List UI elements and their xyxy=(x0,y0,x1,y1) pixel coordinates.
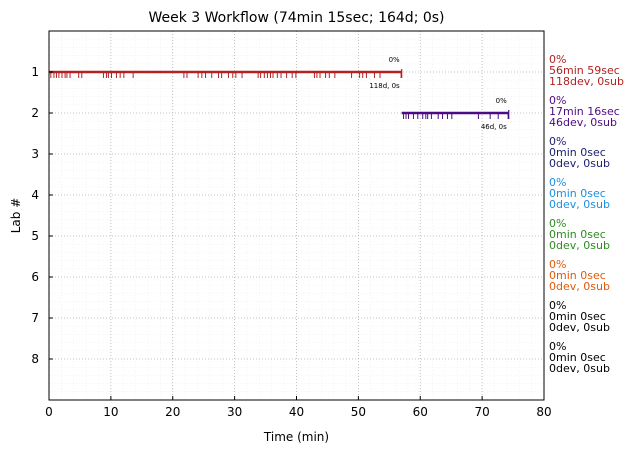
lab-1-summary-line: 56min 59sec xyxy=(549,64,620,77)
lab-3-summary-line: 0% xyxy=(549,135,566,148)
lab-2-summary-line: 17min 16sec xyxy=(549,105,620,118)
lab-7-summary: 0% 0min 0sec 0dev, 0sub xyxy=(549,299,610,334)
lab-2-summary-line: 0% xyxy=(549,94,566,107)
lab-7-summary-line: 0% xyxy=(549,299,566,312)
lab-2-summary-line: 46dev, 0sub xyxy=(549,116,617,129)
lab-6-summary-line: 0dev, 0sub xyxy=(549,280,610,293)
lab-2-bar-percent: 0% xyxy=(496,97,507,105)
y-tick-label: 7 xyxy=(31,311,39,325)
lab-4-summary-line: 0dev, 0sub xyxy=(549,198,610,211)
x-tick-label: 40 xyxy=(289,405,304,419)
grid-layer xyxy=(48,31,545,400)
x-axis-label: Time (min) xyxy=(263,430,329,444)
y-tick-label: 5 xyxy=(31,229,39,243)
lab-7-summary-line: 0dev, 0sub xyxy=(549,321,610,334)
lab-5-summary-line: 0% xyxy=(549,217,566,230)
x-tick-label: 60 xyxy=(413,405,428,419)
plot-frame xyxy=(48,30,545,401)
lab-7-summary-line: 0min 0sec xyxy=(549,310,606,323)
lab-1-summary-line: 118dev, 0sub xyxy=(549,75,624,88)
marks-layer: 0% 118d, 0s 0% 46d, 0s xyxy=(49,56,510,131)
lab-1-bar-percent: 0% xyxy=(389,56,400,64)
lab-8-summary-line: 0dev, 0sub xyxy=(549,362,610,375)
y-tick-label: 2 xyxy=(31,106,39,120)
lab-3-summary-line: 0dev, 0sub xyxy=(549,157,610,170)
lab-1-summary: 0% 56min 59sec 118dev, 0sub xyxy=(549,53,624,88)
ticks-layer: 0 10 20 30 40 50 60 70 80 1 2 3 4 5 6 7 8 xyxy=(31,65,551,419)
lab-4-summary-line: 0min 0sec xyxy=(549,187,606,200)
x-tick-label: 30 xyxy=(227,405,242,419)
lab-2-summary: 0% 17min 16sec 46dev, 0sub xyxy=(549,94,620,129)
chart-title: Week 3 Workflow (74min 15sec; 164d; 0s) xyxy=(148,10,444,26)
lab-5-summary: 0% 0min 0sec 0dev, 0sub xyxy=(549,217,610,252)
lab-8-summary-line: 0min 0sec xyxy=(549,351,606,364)
lab-3-summary-line: 0min 0sec xyxy=(549,146,606,159)
lab-5-summary-line: 0dev, 0sub xyxy=(549,239,610,252)
lab-2-count-label: 46d, 0s xyxy=(481,123,507,131)
lab-8-summary-line: 0% xyxy=(549,340,566,353)
y-tick-label: 6 xyxy=(31,270,39,284)
lab-6-summary: 0% 0min 0sec 0dev, 0sub xyxy=(549,258,610,293)
y-tick-label: 4 xyxy=(31,188,39,202)
y-tick-label: 3 xyxy=(31,147,39,161)
y-tick-label: 1 xyxy=(31,65,39,79)
lab-4-summary-line: 0% xyxy=(549,176,566,189)
lab-6-summary-line: 0% xyxy=(549,258,566,271)
lab-1-count-label: 118d, 0s xyxy=(369,82,400,90)
lab-1-summary-line: 0% xyxy=(549,53,566,66)
x-tick-label: 70 xyxy=(474,405,489,419)
lab-3-summary: 0% 0min 0sec 0dev, 0sub xyxy=(549,135,610,170)
x-tick-label: 0 xyxy=(45,405,53,419)
x-tick-label: 80 xyxy=(536,405,551,419)
lab-5-summary-line: 0min 0sec xyxy=(549,228,606,241)
x-tick-label: 20 xyxy=(165,405,180,419)
y-tick-label: 8 xyxy=(31,352,39,366)
lab-6-summary-line: 0min 0sec xyxy=(549,269,606,282)
x-tick-label: 10 xyxy=(103,405,118,419)
lab-8-summary: 0% 0min 0sec 0dev, 0sub xyxy=(549,340,610,375)
y-axis-label: Lab # xyxy=(9,198,23,234)
lab-4-summary: 0% 0min 0sec 0dev, 0sub xyxy=(549,176,610,211)
x-tick-label: 50 xyxy=(351,405,366,419)
